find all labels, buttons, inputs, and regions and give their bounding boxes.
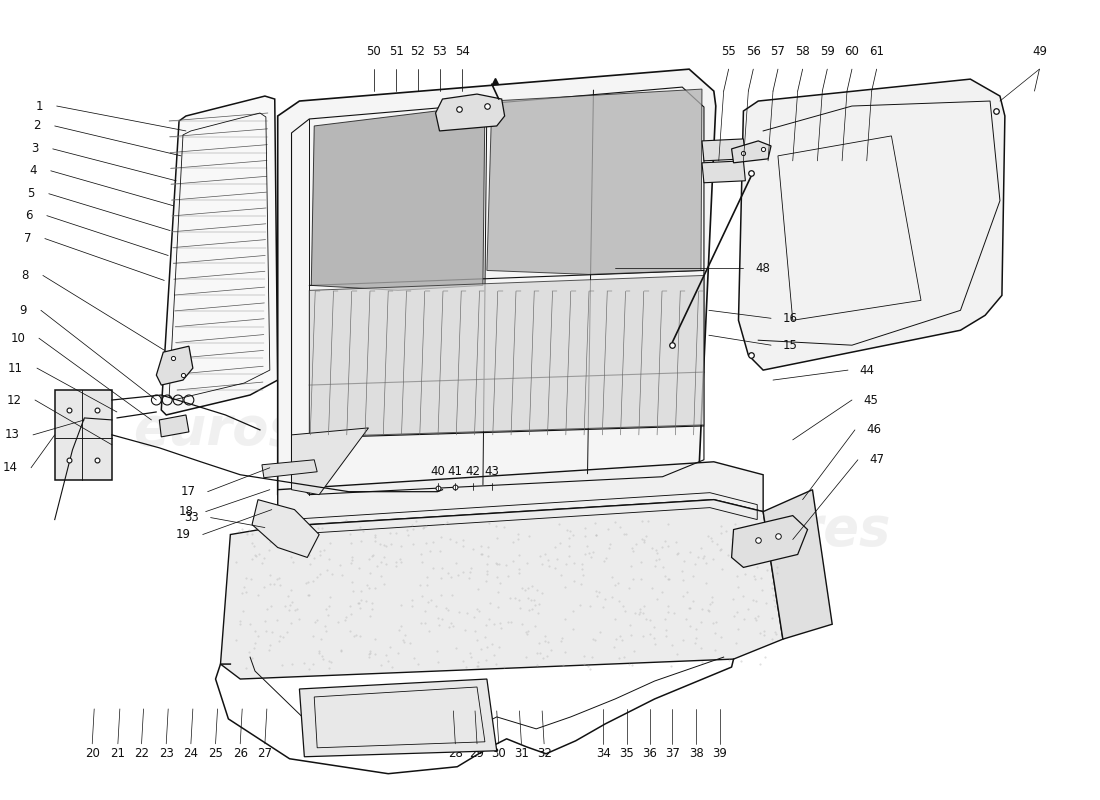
Polygon shape <box>277 462 763 526</box>
Polygon shape <box>309 275 704 437</box>
Polygon shape <box>277 69 716 510</box>
Polygon shape <box>262 460 317 478</box>
Text: 15: 15 <box>783 338 798 352</box>
Text: 45: 45 <box>864 394 879 406</box>
Text: 22: 22 <box>134 747 150 760</box>
Text: 20: 20 <box>85 747 100 760</box>
Text: 40: 40 <box>430 466 446 478</box>
Text: 29: 29 <box>470 747 484 760</box>
Polygon shape <box>732 141 771 163</box>
Polygon shape <box>292 428 368 494</box>
Polygon shape <box>436 94 505 131</box>
Text: 46: 46 <box>867 423 882 436</box>
Text: 58: 58 <box>795 45 810 58</box>
Text: 17: 17 <box>180 485 196 498</box>
Text: 19: 19 <box>176 528 191 541</box>
Text: 18: 18 <box>179 505 194 518</box>
Text: 50: 50 <box>366 45 381 58</box>
Text: 16: 16 <box>783 312 798 325</box>
Text: 42: 42 <box>465 466 481 478</box>
Text: 21: 21 <box>110 747 125 760</box>
Text: 11: 11 <box>8 362 23 374</box>
Polygon shape <box>738 79 1005 370</box>
Polygon shape <box>702 161 746 182</box>
Polygon shape <box>160 415 189 437</box>
Text: 4: 4 <box>30 164 37 178</box>
Text: 47: 47 <box>870 454 884 466</box>
Text: 60: 60 <box>845 45 859 58</box>
Polygon shape <box>220 500 783 679</box>
Text: 54: 54 <box>454 45 470 58</box>
Text: 27: 27 <box>257 747 273 760</box>
Text: 57: 57 <box>770 45 785 58</box>
Text: 61: 61 <box>869 45 884 58</box>
Polygon shape <box>162 96 277 415</box>
Text: 25: 25 <box>208 747 223 760</box>
Text: 41: 41 <box>448 466 463 478</box>
Text: 33: 33 <box>184 511 199 524</box>
Polygon shape <box>311 105 485 290</box>
Text: 26: 26 <box>233 747 248 760</box>
Text: 55: 55 <box>722 45 736 58</box>
Text: 1: 1 <box>35 99 43 113</box>
Polygon shape <box>55 390 112 480</box>
Text: 5: 5 <box>28 187 35 200</box>
Polygon shape <box>487 89 702 274</box>
Polygon shape <box>252 500 319 558</box>
Text: 24: 24 <box>184 747 198 760</box>
Polygon shape <box>732 515 807 567</box>
Text: 43: 43 <box>484 466 499 478</box>
Text: 59: 59 <box>820 45 835 58</box>
Text: 56: 56 <box>746 45 761 58</box>
Text: 31: 31 <box>514 747 529 760</box>
Text: eurospares: eurospares <box>557 503 890 555</box>
Text: 23: 23 <box>158 747 174 760</box>
Text: 37: 37 <box>664 747 680 760</box>
Text: 6: 6 <box>25 209 33 222</box>
Text: 48: 48 <box>756 262 770 275</box>
Text: 28: 28 <box>448 747 463 760</box>
Text: eurospares: eurospares <box>133 404 466 456</box>
Text: 44: 44 <box>860 364 875 377</box>
Text: 30: 30 <box>492 747 506 760</box>
Polygon shape <box>156 346 192 385</box>
Text: 13: 13 <box>4 428 19 442</box>
Text: 2: 2 <box>33 119 41 133</box>
Text: 10: 10 <box>10 332 25 345</box>
Polygon shape <box>299 679 497 757</box>
Text: 51: 51 <box>388 45 404 58</box>
Text: 52: 52 <box>410 45 426 58</box>
Text: 7: 7 <box>23 232 31 245</box>
Text: 34: 34 <box>596 747 611 760</box>
Text: 14: 14 <box>2 462 18 474</box>
Text: 9: 9 <box>20 304 28 317</box>
Text: 53: 53 <box>432 45 447 58</box>
Text: 35: 35 <box>619 747 635 760</box>
Text: 36: 36 <box>642 747 657 760</box>
Polygon shape <box>763 490 833 639</box>
Text: 32: 32 <box>537 747 551 760</box>
Text: 12: 12 <box>7 394 21 406</box>
Text: 38: 38 <box>689 747 703 760</box>
Text: 39: 39 <box>713 747 727 760</box>
Text: 3: 3 <box>32 142 39 155</box>
Polygon shape <box>702 139 746 161</box>
Text: 8: 8 <box>22 269 29 282</box>
Text: 49: 49 <box>1032 45 1047 58</box>
